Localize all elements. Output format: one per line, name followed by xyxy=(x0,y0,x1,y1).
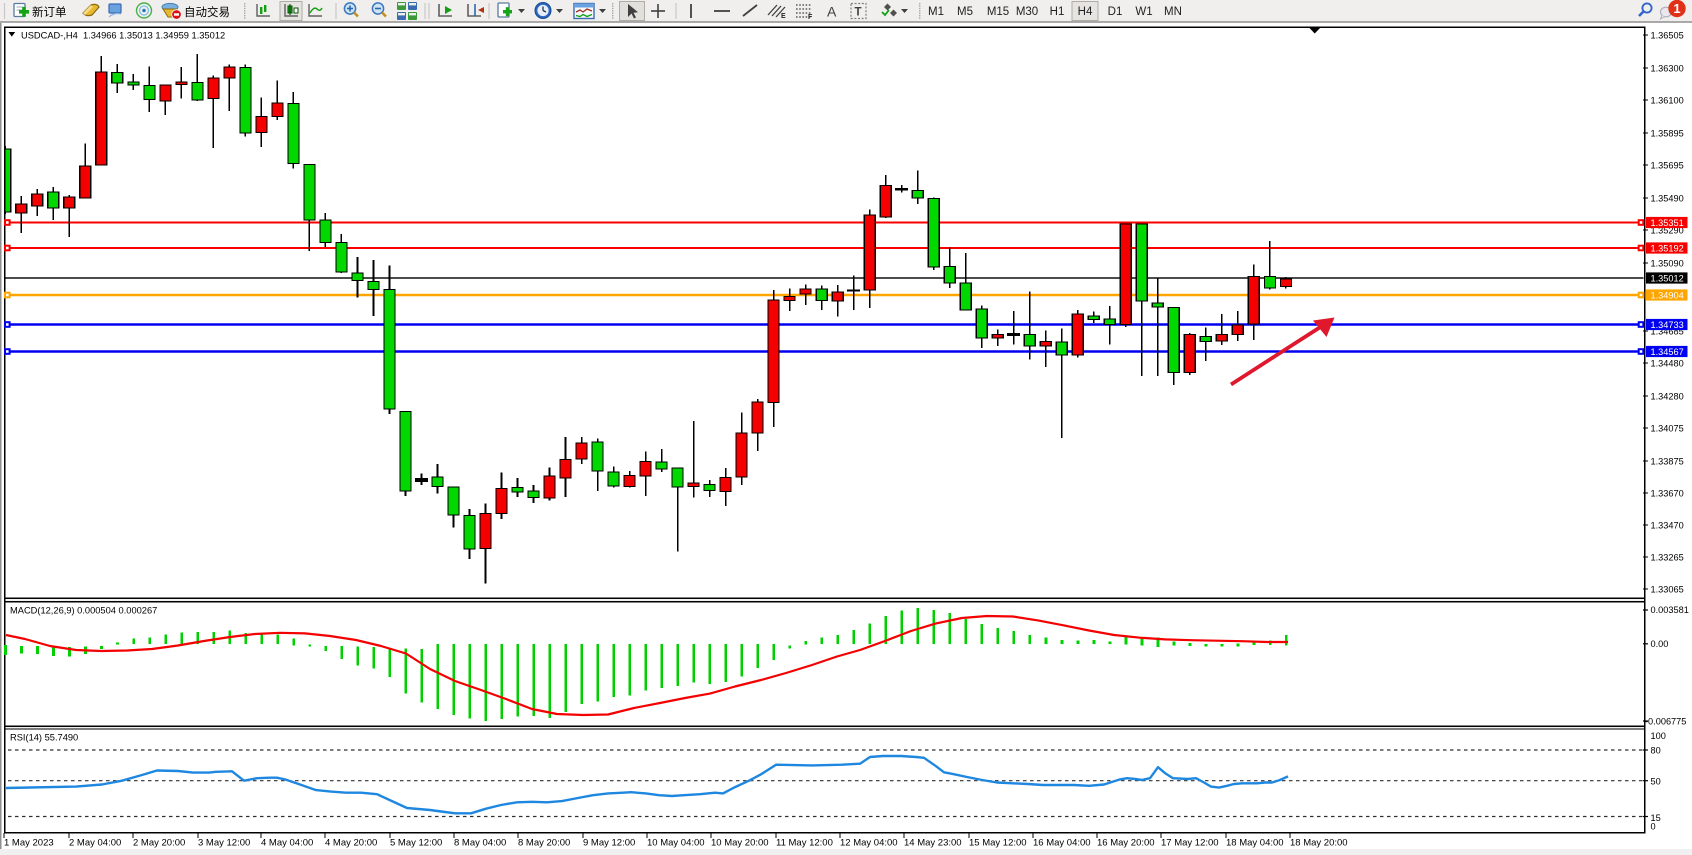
svg-text:1.33470: 1.33470 xyxy=(1651,520,1684,530)
svg-text:F: F xyxy=(808,14,813,21)
svg-text:17 May 12:00: 17 May 12:00 xyxy=(1161,838,1219,849)
svg-text:1.33265: 1.33265 xyxy=(1651,552,1684,562)
svg-text:0.003581: 0.003581 xyxy=(1651,605,1689,615)
svg-text:1.34075: 1.34075 xyxy=(1651,423,1684,433)
svg-text:50: 50 xyxy=(1651,776,1661,786)
svg-text:4 May 20:00: 4 May 20:00 xyxy=(325,838,377,849)
svg-text:12 May 04:00: 12 May 04:00 xyxy=(840,838,898,849)
svg-text:2 May 04:00: 2 May 04:00 xyxy=(69,838,121,849)
svg-text:M15: M15 xyxy=(987,6,1009,18)
svg-text:1.33670: 1.33670 xyxy=(1651,488,1684,498)
svg-text:100: 100 xyxy=(1651,731,1666,741)
svg-text:W1: W1 xyxy=(1135,6,1152,18)
svg-text:1.34480: 1.34480 xyxy=(1651,358,1684,368)
svg-text:自动交易: 自动交易 xyxy=(184,5,230,19)
svg-text:1.36505: 1.36505 xyxy=(1651,30,1684,40)
svg-text:1.35192: 1.35192 xyxy=(1651,243,1684,253)
svg-text:1.34280: 1.34280 xyxy=(1651,391,1684,401)
svg-text:H4: H4 xyxy=(1078,6,1093,18)
svg-text:1.33875: 1.33875 xyxy=(1651,456,1684,466)
svg-text:1.35895: 1.35895 xyxy=(1651,128,1684,138)
svg-text:H1: H1 xyxy=(1050,6,1065,18)
svg-text:16 May 04:00: 16 May 04:00 xyxy=(1033,838,1091,849)
svg-text:80: 80 xyxy=(1651,745,1661,755)
svg-text:RSI(14) 55.7490: RSI(14) 55.7490 xyxy=(10,733,78,743)
svg-text:1.33065: 1.33065 xyxy=(1651,584,1684,594)
svg-text:1.35012: 1.35012 xyxy=(1651,273,1684,283)
svg-text:15: 15 xyxy=(1651,813,1661,823)
svg-text:1.35290: 1.35290 xyxy=(1651,225,1684,235)
svg-text:E: E xyxy=(781,13,786,20)
svg-text:8 May 20:00: 8 May 20:00 xyxy=(518,838,570,849)
svg-text:1.34904: 1.34904 xyxy=(1651,290,1684,300)
svg-text:T: T xyxy=(855,7,862,19)
svg-text:15 May 12:00: 15 May 12:00 xyxy=(969,838,1027,849)
svg-text:1: 1 xyxy=(1673,1,1680,16)
svg-text:9 May 12:00: 9 May 12:00 xyxy=(583,838,635,849)
svg-text:16 May 20:00: 16 May 20:00 xyxy=(1097,838,1155,849)
svg-text:M5: M5 xyxy=(957,6,973,18)
svg-text:2 May 20:00: 2 May 20:00 xyxy=(133,838,185,849)
svg-text:1.35490: 1.35490 xyxy=(1651,193,1684,203)
svg-text:0.00: 0.00 xyxy=(1651,639,1669,649)
svg-text:0: 0 xyxy=(1651,821,1656,831)
svg-text:新订单: 新订单 xyxy=(32,5,67,19)
svg-text:1.36100: 1.36100 xyxy=(1651,95,1684,105)
svg-text:1.35090: 1.35090 xyxy=(1651,258,1684,268)
svg-text:USDCAD-,H4 1.34966 1.35013 1.: USDCAD-,H4 1.34966 1.35013 1.34959 1.350… xyxy=(21,31,225,41)
svg-text:D1: D1 xyxy=(1108,6,1123,18)
svg-text:-0.006775: -0.006775 xyxy=(1645,717,1686,727)
svg-text:18 May 20:00: 18 May 20:00 xyxy=(1290,838,1348,849)
svg-text:1.34567: 1.34567 xyxy=(1651,347,1684,357)
svg-text:1.34685: 1.34685 xyxy=(1651,326,1684,336)
svg-text:10 May 04:00: 10 May 04:00 xyxy=(647,838,705,849)
svg-text:MACD(12,26,9) 0.000504 0.00026: MACD(12,26,9) 0.000504 0.000267 xyxy=(10,606,157,616)
svg-text:10 May 20:00: 10 May 20:00 xyxy=(711,838,769,849)
svg-text:MN: MN xyxy=(1164,6,1182,18)
svg-text:1.36300: 1.36300 xyxy=(1651,63,1684,73)
svg-text:1.35695: 1.35695 xyxy=(1651,160,1684,170)
svg-text:M1: M1 xyxy=(928,6,944,18)
svg-text:4 May 04:00: 4 May 04:00 xyxy=(261,838,313,849)
svg-text:14 May 23:00: 14 May 23:00 xyxy=(904,838,962,849)
svg-text:1.35351: 1.35351 xyxy=(1651,218,1684,228)
svg-text:1 May 2023: 1 May 2023 xyxy=(4,838,54,849)
svg-text:5 May 12:00: 5 May 12:00 xyxy=(390,838,442,849)
svg-text:1.34733: 1.34733 xyxy=(1651,320,1684,330)
svg-text:3 May 12:00: 3 May 12:00 xyxy=(198,838,250,849)
svg-text:11 May 12:00: 11 May 12:00 xyxy=(776,838,833,849)
svg-text:M30: M30 xyxy=(1016,6,1038,18)
svg-text:8 May 04:00: 8 May 04:00 xyxy=(454,838,506,849)
svg-text:A: A xyxy=(827,4,837,20)
svg-text:18 May 04:00: 18 May 04:00 xyxy=(1226,838,1284,849)
